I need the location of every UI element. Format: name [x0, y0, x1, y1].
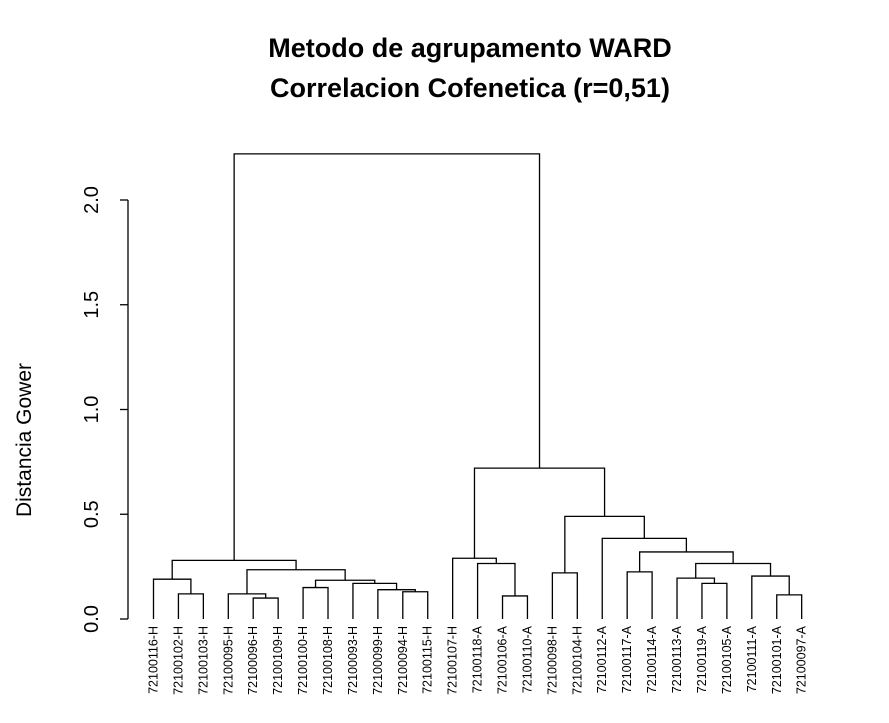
leaf-label: 72100107-H: [446, 626, 460, 695]
dendrogram-link: [252, 597, 279, 619]
dendrogram-link: [473, 467, 606, 559]
leaf-label: 72100099-H: [371, 626, 385, 695]
y-tick-label: 2.0: [81, 186, 103, 214]
leaf-labels: 72100116-H 72100102-H 72100103-H 72100095-H…: [147, 625, 809, 694]
dendrogram-link: [751, 575, 790, 619]
dendrogram-link: [476, 562, 516, 619]
leaf-label: 72100095-H: [221, 626, 235, 695]
leaf-label: 72100097-A: [795, 625, 809, 694]
leaf-label: 72100108-H: [321, 626, 335, 695]
dendrogram-link: [676, 577, 716, 619]
leaf-label: 72100103-H: [196, 626, 210, 695]
leaf-label: 72100094-H: [396, 626, 410, 695]
y-axis: 0.0 0.5 1.0 1.5 2.0: [81, 186, 129, 633]
leaf-label: 72100093-H: [346, 626, 360, 695]
leaf-label: 72100105-A: [720, 625, 734, 694]
leaf-label: 72100115-H: [421, 626, 435, 694]
dendrogram-link: [564, 515, 645, 573]
chart-title-line-2: Correlacion Cofenetica (r=0,51): [270, 73, 670, 103]
leaf-label: 72100100-H: [296, 626, 310, 695]
dendrogram-link: [352, 582, 398, 619]
leaf-label: 72100104-H: [570, 626, 584, 695]
dendrogram-link: [626, 571, 653, 619]
leaf-label: 72100101-A: [770, 625, 784, 694]
chart-title-line-1: Metodo de agrupamento WARD: [268, 33, 672, 63]
dendrogram-link: [152, 578, 192, 619]
leaf-label: 72100106-A: [496, 625, 510, 694]
leaf-label: 72100118-A: [471, 625, 485, 693]
y-tick-label: 1.5: [81, 291, 103, 319]
dendrogram-link: [701, 582, 728, 619]
dendrogram-link: [402, 591, 429, 619]
y-tick-label: 0.0: [81, 605, 103, 633]
dendrogram-link: [638, 551, 734, 572]
dendrogram-link: [233, 153, 541, 561]
leaf-label: 72100096-H: [246, 626, 260, 695]
dendrogram-link: [377, 589, 416, 619]
leaf-label: 72100110-A: [520, 625, 534, 693]
dendrogram-link: [776, 594, 803, 619]
dendrogram-link: [501, 595, 529, 619]
leaf-label: 72100113-A: [670, 625, 684, 693]
leaf-label: 72100111-A: [745, 625, 759, 692]
leaf-label: 72100116-H: [147, 626, 161, 694]
dendrogram-links: [152, 153, 803, 619]
leaf-label: 72100114-A: [645, 625, 659, 693]
dendrogram-link: [246, 569, 346, 594]
dendrogram-link: [177, 593, 205, 619]
leaf-label: 72100098-H: [545, 626, 559, 695]
y-axis-label: Distancia Gower: [13, 363, 36, 517]
y-tick-label: 0.5: [81, 500, 103, 528]
dendrogram-link: [551, 572, 578, 619]
leaf-label: 72100119-A: [695, 625, 709, 693]
dendrogram-link: [601, 537, 688, 619]
leaf-label: 72100102-H: [171, 626, 185, 695]
y-tick-label: 1.0: [81, 396, 103, 424]
leaf-label: 72100112-A: [595, 625, 609, 693]
dendrogram-link: [302, 586, 329, 619]
dendrogram-link: [452, 557, 497, 619]
leaf-label: 72100109-H: [271, 626, 285, 695]
leaf-label: 72100117-A: [620, 625, 634, 693]
